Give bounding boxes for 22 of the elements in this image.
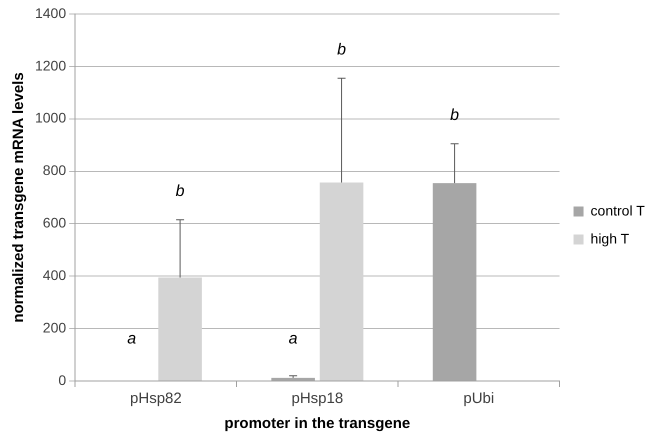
x-tick-label: pUbi: [463, 390, 494, 408]
y-tick-label: 1200: [34, 57, 66, 74]
annotation: a: [288, 330, 298, 348]
bar: [320, 182, 364, 380]
annotation: a: [127, 330, 136, 348]
y-tick-label: 1000: [34, 110, 66, 126]
y-tick-label: 1400: [34, 4, 66, 21]
annotation: b: [176, 183, 185, 200]
y-tick-label: 0: [58, 372, 66, 388]
y-tick-label: 400: [42, 267, 66, 283]
legend-label: high T: [590, 230, 630, 246]
y-tick-label: 800: [42, 162, 66, 178]
y-axis-title: normalized transgene mRNA levels: [10, 72, 28, 323]
legend-label: control T: [590, 202, 646, 218]
y-tick-label: 600: [42, 214, 66, 231]
annotation: b: [337, 42, 346, 59]
x-tick-label: pHsp82: [130, 390, 182, 408]
annotation: b: [450, 107, 460, 124]
bar: [158, 277, 202, 380]
y-tick-label: 200: [42, 319, 66, 336]
x-axis-title: promoter in the transgene: [224, 415, 410, 432]
x-tick-label: pHsp18: [291, 390, 344, 408]
